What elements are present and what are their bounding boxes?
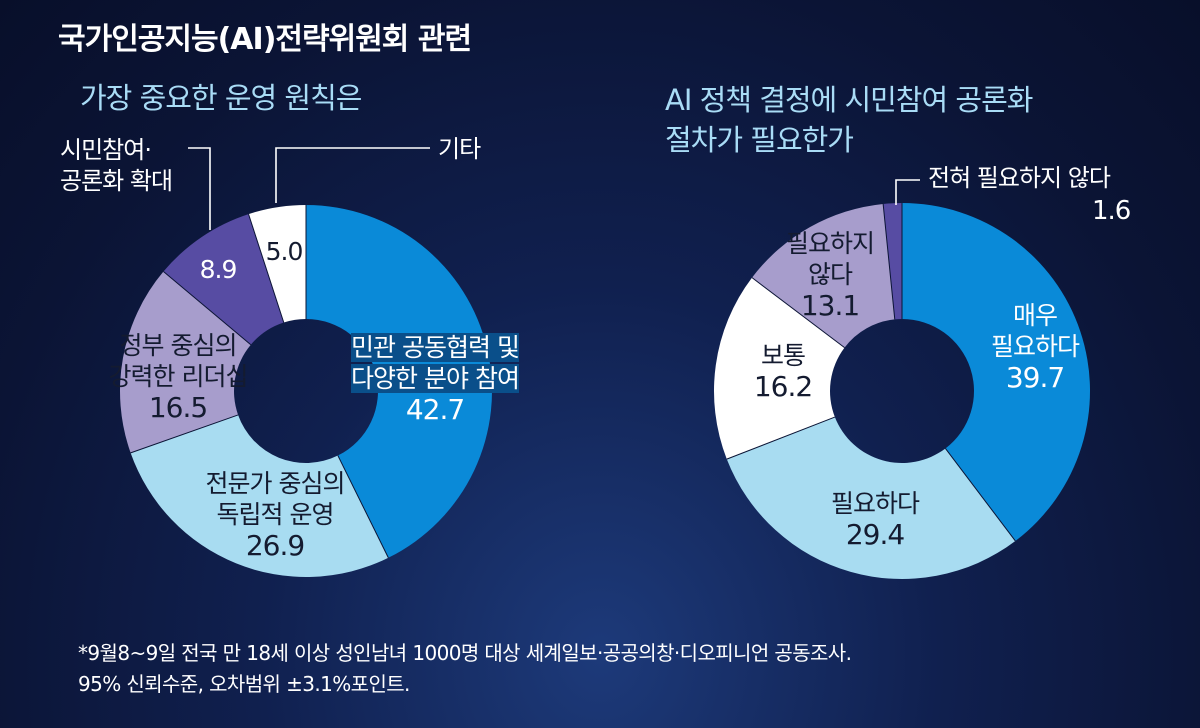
slice-label-public-private: 민관 공동협력 및 다양한 분야 참여 42.7: [325, 332, 545, 425]
slice-label-line: 전문가 중심의: [205, 469, 346, 498]
outside-label-line: 시민참여·: [60, 136, 152, 164]
footnote: *9월8~9일 전국 만 18세 이상 성인남녀 1000명 대상 세계일보·공…: [78, 638, 852, 700]
slice-label-line: 독립적 운영: [216, 500, 335, 529]
slice-value-very-necessary: 39.7: [1005, 361, 1065, 394]
leader-line-other: [275, 147, 430, 203]
chart2-slice-3: [752, 203, 895, 348]
chart1-separator-3: [163, 271, 252, 346]
infographic-title: 국가인공지능(AI)전략위원회 관련: [58, 22, 472, 57]
slice-label-necessary: 필요하다 29.4: [805, 488, 945, 550]
leader-lines: [188, 147, 920, 230]
chart1-separator-1: [337, 455, 389, 558]
outside-label-not-at-all: 전혀 필요하지 않다: [928, 164, 1111, 192]
slice-value-necessary: 29.4: [845, 518, 905, 551]
chart1-slice-2: [119, 271, 251, 453]
chart2-slice-0: [902, 203, 1090, 541]
slice-label-line: 다양한 분야 참여: [351, 364, 520, 393]
slice-value-other: 5.0: [265, 237, 304, 266]
chart1-separator-4: [248, 213, 285, 323]
slice-label-very-necessary: 매우 필요하다 39.7: [960, 300, 1110, 393]
slice-label-line: 필요하다: [990, 332, 1080, 361]
slice-label-expert: 전문가 중심의 독립적 운영 26.9: [180, 468, 370, 561]
slice-label-line: 강력한 리더십: [108, 362, 249, 391]
chart2-separator-3: [751, 277, 845, 348]
chart2-title: AI 정책 결정에 시민참여 공론화 절차가 필요한가: [665, 83, 1033, 157]
leader-line-not-at-all: [895, 179, 920, 205]
slice-value-government: 16.5: [148, 391, 208, 424]
chart2-separator-1: [945, 448, 1016, 542]
slice-label-line: 보통: [760, 341, 806, 370]
outside-label-other: 기타: [438, 135, 481, 163]
chart1-slice-4: [248, 205, 306, 323]
leader-line-citizen: [188, 147, 211, 230]
footnote-line: 95% 신뢰수준, 오차범위 ±3.1%포인트.: [78, 672, 410, 696]
slice-value-citizen: 8.9: [199, 255, 238, 284]
chart2-separator-4: [882, 203, 896, 320]
chart1-slice-3: [163, 214, 284, 345]
footnote-line: *9월8~9일 전국 만 18세 이상 성인남녀 1000명 대상 세계일보·공…: [78, 641, 852, 665]
donut-chart-citizen-participation: [714, 203, 1090, 579]
slice-label-line: 매우: [1012, 301, 1058, 330]
slice-label-neutral: 보통 16.2: [728, 340, 838, 402]
slice-value-public-private: 42.7: [405, 393, 465, 426]
slice-label-not-necessary: 필요하지 않다 13.1: [765, 228, 895, 321]
chart2-separator-2: [726, 416, 836, 460]
chart1-slice-1: [130, 414, 389, 577]
slice-label-line: 않다: [807, 260, 853, 289]
chart1-title: 가장 중요한 운영 원칙은: [80, 81, 362, 115]
donut-chart-operating-principles: [119, 205, 492, 577]
outside-value-not-at-all: 1.6: [1092, 196, 1131, 226]
outside-label-line: 공론화 확대: [60, 167, 173, 195]
outside-label-citizen: 시민참여· 공론화 확대: [60, 135, 190, 197]
slice-value-expert: 26.9: [245, 529, 305, 562]
slice-value-not-necessary: 13.1: [800, 289, 860, 322]
chart2-slice-4: [883, 203, 902, 320]
slice-value-neutral: 16.2: [753, 370, 813, 403]
chart1-separator-2: [130, 414, 239, 454]
slice-label-line: 필요하다: [830, 489, 920, 518]
slice-label-government: 정부 중심의 강력한 리더십 16.5: [88, 330, 268, 423]
slice-label-line: 필요하지: [785, 229, 875, 258]
slice-label-line: 정부 중심의: [119, 331, 238, 360]
chart2-slice-1: [726, 417, 1016, 579]
slice-label-line: 민관 공동협력 및: [351, 333, 520, 362]
